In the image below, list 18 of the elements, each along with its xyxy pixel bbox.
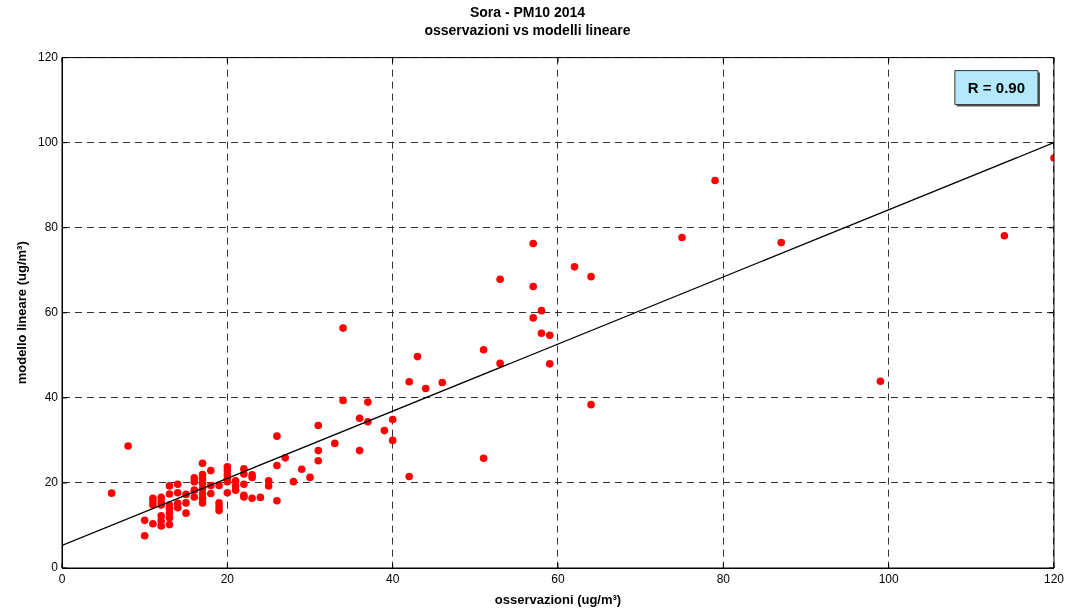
chart-title: Sora - PM10 2014 xyxy=(469,4,586,21)
y-tick-label: 60 xyxy=(44,305,59,320)
y-tick-label: 20 xyxy=(44,475,59,490)
chart-subtitle: osservazioni vs modelli lineare xyxy=(424,22,631,39)
x-tick-label: 20 xyxy=(220,571,235,586)
y-tick-label: 100 xyxy=(37,134,59,149)
x-tick-label: 40 xyxy=(385,571,400,586)
x-tick-label: 60 xyxy=(551,571,565,586)
x-axis-title: osservazioni (ug/m³) xyxy=(494,591,622,607)
y-axis-title: modello lineare (ug/m³) xyxy=(14,241,30,385)
x-tick-label: 100 xyxy=(878,571,899,586)
y-tick-label: 80 xyxy=(44,220,59,235)
y-tick-label: 40 xyxy=(44,390,59,405)
x-tick-label: 120 xyxy=(1043,571,1065,586)
annotation: R = 0.90 xyxy=(967,78,1025,96)
y-tick-label: 0 xyxy=(51,560,59,575)
x-tick-label: 80 xyxy=(716,571,731,586)
y-tick-label: 120 xyxy=(37,49,59,64)
